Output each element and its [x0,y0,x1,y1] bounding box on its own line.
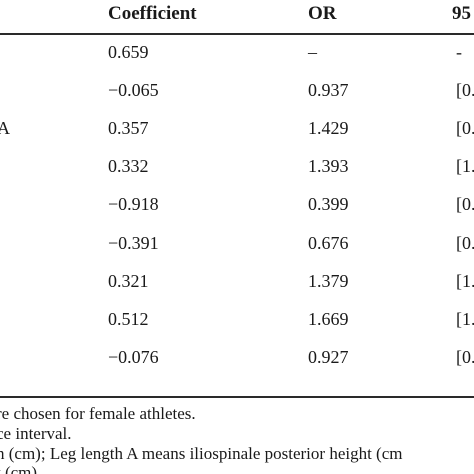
table-row: 0.332 1.393 [1. [0,156,474,196]
cell-ci: [0. [456,80,474,100]
table-row: −0.391 0.676 [0. [0,233,474,273]
table-row: −0.065 0.937 [0. [0,80,474,120]
cell-ci: [1. [456,271,474,291]
cell-ci: [1. [456,156,474,176]
cell-coefficient: 0.321 [108,271,149,291]
table-header-row: Coefficient OR 95 [0,0,474,32]
table-row: 0.659 – - [0,42,474,82]
cell-ci: [0. [456,194,474,214]
cell-ci: [1. [456,309,474,329]
cell-or: 1.429 [308,118,349,138]
cell-coefficient: −0.391 [108,233,159,253]
header-coefficient: Coefficient [108,3,197,24]
cell-or: 0.937 [308,80,349,100]
table-bottom-rule [0,396,474,398]
cell-ci: [0. [456,118,474,138]
cell-or: 0.927 [308,347,349,367]
footnote: ce interval. [0,424,72,443]
table-row: A 0.357 1.429 [0. [0,118,474,158]
cell-variable: A [0,118,10,138]
cell-or: – [308,42,317,62]
cell-coefficient: 0.357 [108,118,149,138]
cell-or: 1.669 [308,309,349,329]
cell-ci: - [456,42,462,62]
header-ci: 95 [452,3,471,24]
cell-coefficient: −0.076 [108,347,159,367]
table-row: 0.512 1.669 [1. [0,309,474,349]
cell-ci: [0. [456,347,474,367]
cell-or: 0.399 [308,194,349,214]
cell-or: 1.393 [308,156,349,176]
cell-coefficient: 0.332 [108,156,149,176]
cell-or: 0.676 [308,233,349,253]
header-or: OR [308,3,337,24]
footnote: t (cm). [0,463,42,474]
cell-ci: [0. [456,233,474,253]
cell-coefficient: −0.065 [108,80,159,100]
footnote: h (cm); Leg length A means iliospinale p… [0,444,403,463]
cell-coefficient: −0.918 [108,194,159,214]
table-top-rule [0,33,474,35]
table-row: 0.321 1.379 [1. [0,271,474,311]
table-row: −0.918 0.399 [0. [0,194,474,234]
footnote: re chosen for female athletes. [0,404,196,423]
cell-coefficient: 0.659 [108,42,149,62]
cell-or: 1.379 [308,271,349,291]
cell-coefficient: 0.512 [108,309,149,329]
table-row: −0.076 0.927 [0. [0,347,474,387]
